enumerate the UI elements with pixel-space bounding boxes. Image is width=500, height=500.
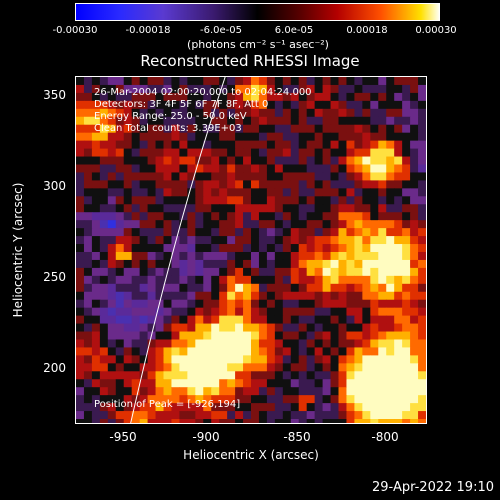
y-tick-label: 250	[43, 270, 66, 284]
footer-timestamp: 29-Apr-2022 19:10	[372, 480, 494, 495]
colorbar-tick: -6.0e-05	[200, 25, 242, 36]
y-tick-label: 350	[43, 88, 66, 102]
colorbar	[75, 3, 440, 21]
heatmap-image	[76, 77, 426, 423]
colorbar-tick: -0.00018	[125, 25, 171, 36]
colorbar-tick: 0.00018	[346, 25, 388, 36]
info-time-range: 26-Mar-2004 02:00:20.000 to 02:04:24.000	[94, 87, 312, 98]
info-total-counts: Clean Total counts: 3.39E+03	[94, 123, 242, 134]
y-tick-label: 200	[43, 361, 66, 375]
x-tick-label: -850	[283, 430, 311, 444]
y-tick-label: 300	[43, 179, 66, 193]
info-detectors: Detectors: 3F 4F 5F 6F 7F 8F, Att 0	[94, 99, 269, 110]
plot-area: 26-Mar-2004 02:00:20.000 to 02:04:24.000…	[75, 76, 427, 424]
solar-limb-line	[130, 77, 226, 423]
colorbar-tick: 6.0e-05	[274, 25, 314, 36]
plot-title: Reconstructed RHESSI Image	[140, 52, 360, 70]
x-tick-label: -800	[371, 430, 399, 444]
info-energy-range: Energy Range: 25.0 - 50.0 keV	[94, 111, 247, 122]
y-axis-label: Heliocentric Y (arcsec)	[11, 182, 25, 318]
colorbar-units: (photons cm⁻² s⁻¹ asec⁻²)	[187, 38, 329, 51]
colorbar-tick: -0.00030	[52, 25, 98, 36]
peak-position-label: Position of Peak = [-926,194]	[94, 399, 241, 410]
x-tick-label: -950	[109, 430, 137, 444]
x-axis-label: Heliocentric X (arcsec)	[183, 448, 319, 462]
x-tick-label: -900	[192, 430, 220, 444]
colorbar-tick: 0.00030	[415, 25, 457, 36]
